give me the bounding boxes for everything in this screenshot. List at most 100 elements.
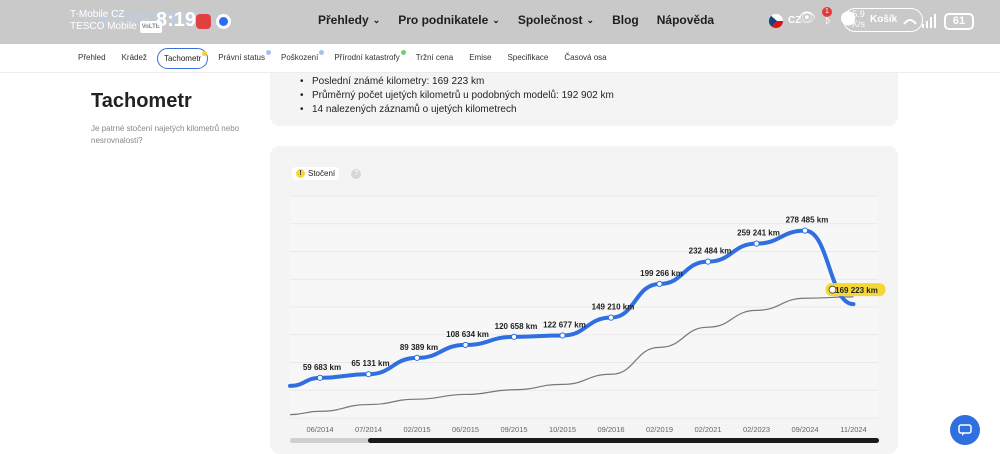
x-tick-label: 09/2015 — [500, 425, 527, 434]
tab-label: Krádež — [121, 53, 147, 62]
status-dot — [400, 50, 406, 55]
chat-button[interactable] — [950, 415, 980, 445]
odometer-summary: Poslední známé kilometry: 169 223 km Prů… — [270, 73, 898, 126]
volte-badge: VoLTE — [139, 21, 162, 33]
data-label: 199 266 km — [640, 269, 683, 278]
tab-item[interactable]: Tachometr — [156, 48, 209, 69]
x-tick-label: 06/2014 — [306, 425, 333, 434]
odometer-chart-card: 59 683 km 65 131 km 89 389 km 108 634 km 120… — [270, 146, 898, 454]
series-average-line — [289, 296, 854, 416]
nav-item-label: Přehledy — [318, 13, 369, 27]
data-label: 169 223 km — [835, 286, 878, 295]
brand-logo[interactable]: CARVERTICAL — [82, 10, 229, 32]
main-nav: Přehledy ⌄ Pro podnikatele ⌄ Společnost ⌄ Blog… — [318, 13, 714, 27]
warning-icon — [828, 285, 837, 294]
tab-label: Tachometr — [163, 54, 202, 63]
eye-icon: 👁 — [798, 9, 816, 25]
chevron-down-icon: ⌄ — [586, 14, 595, 25]
tab-label: Právní status — [218, 53, 265, 62]
carrier-secondary: TESCO Mobile — [70, 21, 137, 32]
nav-item[interactable]: Přehledy ⌄ — [318, 13, 380, 27]
summary-item: Průměrný počet ujetých kilometrů u podob… — [300, 89, 614, 103]
nav-item[interactable]: Pro podnikatele ⌄ — [398, 13, 500, 27]
cart-button[interactable]: Košík — [843, 8, 923, 32]
section-description: Je patrné stočení najetých kilometrů neb… — [91, 124, 240, 145]
battery-indicator: 61 — [944, 13, 974, 30]
czech-flag-icon[interactable] — [769, 14, 783, 28]
x-tick-label: 09/2024 — [791, 425, 818, 434]
network-speed: 5.9 K/s — [852, 9, 865, 29]
legend-rollback-label: Stočení — [308, 169, 336, 178]
x-tick-label: 02/2023 — [743, 425, 770, 434]
tab-item[interactable]: Poškození — [275, 48, 325, 69]
data-point — [559, 332, 566, 339]
app-notification-icon — [196, 14, 211, 29]
nav-item-label: Pro podnikatele — [398, 13, 489, 27]
x-tick-label: 10/2015 — [549, 425, 576, 434]
tab-item[interactable]: Specifikace — [501, 48, 554, 69]
data-label: 59 683 km — [303, 363, 341, 372]
language-selector[interactable]: CZ — [788, 15, 802, 26]
tab-label: Tržní cena — [415, 53, 454, 62]
notification-count-badge: 1 — [822, 7, 832, 17]
nav-item-label: Blog — [612, 13, 639, 27]
tab-item[interactable]: Právní status — [212, 48, 271, 69]
data-point — [607, 314, 615, 321]
data-point — [510, 333, 518, 340]
data-label: 232 484 km — [689, 247, 732, 256]
chart-scrollbar[interactable] — [290, 438, 879, 443]
x-tick-label: 06/2015 — [452, 425, 479, 434]
summary-item: Poslední známé kilometry: 169 223 km — [300, 75, 614, 89]
nav-item-label: Nápověda — [656, 13, 715, 27]
nav-item[interactable]: Blog — [612, 13, 639, 27]
carrier-info: T-Mobile CZ TESCO Mobile VoLTE — [70, 9, 162, 33]
data-point — [316, 374, 324, 381]
bluetooth-icon: ᛒ — [823, 9, 833, 26]
tab-label: Emise — [469, 53, 492, 62]
data-point — [462, 341, 469, 349]
x-tick-label: 02/2015 — [403, 425, 430, 434]
tab-item[interactable]: Přírodní katastrofy — [328, 48, 406, 69]
help-icon[interactable]: ? — [351, 168, 362, 179]
x-tick-label: 02/2019 — [646, 425, 673, 434]
cart-label: Košík — [870, 14, 898, 25]
carrier-primary: T-Mobile CZ — [70, 9, 125, 20]
x-tick-label: 02/2021 — [694, 425, 721, 434]
status-dot — [319, 50, 325, 55]
tab-item[interactable]: Časová osa — [558, 48, 612, 69]
summary-item: 14 nalezených záznamů o ujetých kilometr… — [300, 103, 614, 117]
legend-rollback[interactable]: ! Stočení — [292, 167, 340, 180]
tab-label: Poškození — [280, 53, 319, 62]
data-point — [801, 227, 809, 234]
data-point — [656, 280, 663, 288]
report-tabs-bar: Přehled Krádež Tachometr Právní status Poško… — [0, 44, 1000, 73]
series-odometer-line — [288, 228, 856, 388]
data-label: 108 634 km — [446, 330, 489, 339]
report-tabs: Přehled Krádež Tachometr Právní status Poško… — [72, 48, 613, 69]
nav-item[interactable]: Společnost ⌄ — [518, 13, 594, 27]
status-dot — [202, 51, 208, 56]
messenger-icon — [216, 14, 231, 29]
data-label: 122 677 km — [543, 320, 586, 329]
data-point — [704, 258, 712, 265]
chevron-down-icon: ⌄ — [372, 14, 381, 25]
chevron-down-icon: ⌄ — [492, 14, 500, 25]
top-bar: CARVERTICAL T-Mobile CZ TESCO MobileVoLT… — [0, 0, 1000, 44]
chart-legend: ! Stočení ? — [292, 167, 362, 180]
tab-item[interactable]: Emise — [463, 48, 497, 69]
tab-item[interactable]: Krádež — [116, 48, 153, 69]
x-tick-label: 11/2024 — [840, 425, 867, 434]
tab-item[interactable]: Tržní cena — [410, 48, 460, 69]
data-point — [365, 371, 372, 378]
status-dot — [265, 50, 271, 55]
signal-icon — [903, 14, 936, 28]
nav-item[interactable]: Nápověda — [657, 13, 714, 27]
chart-scrollbar-thumb[interactable] — [368, 438, 879, 443]
tab-label: Přehled — [78, 53, 106, 62]
data-label: 89 389 km — [400, 343, 438, 352]
data-label: 120 658 km — [495, 322, 538, 331]
x-tick-label: 09/2016 — [597, 425, 624, 434]
x-tick-label: 07/2014 — [355, 425, 382, 434]
tab-label: Časová osa — [564, 53, 607, 62]
tab-item[interactable]: Přehled — [72, 48, 112, 69]
